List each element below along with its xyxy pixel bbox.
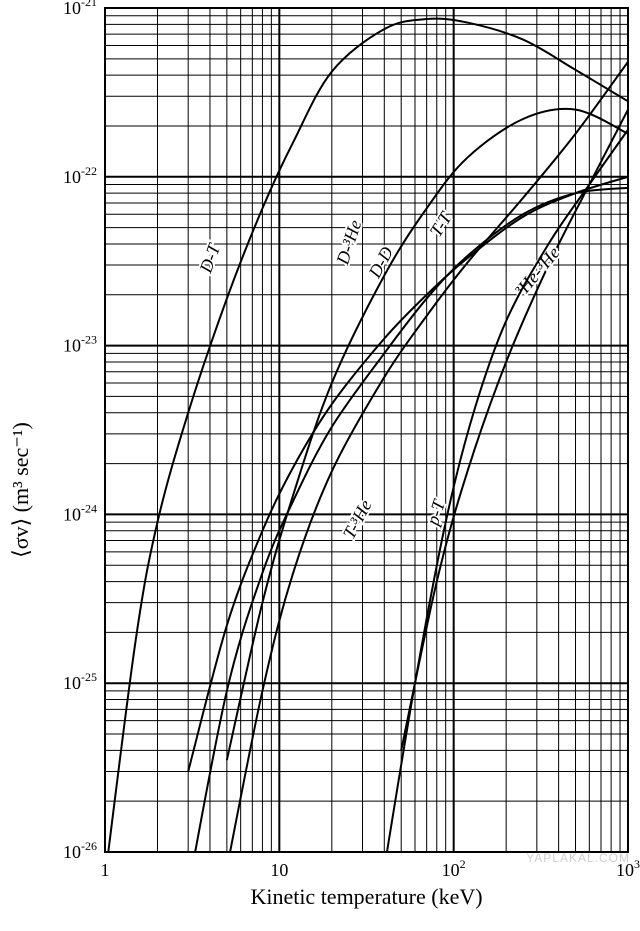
x-tick-label: 10	[270, 860, 288, 880]
x-tick-label: 1	[101, 860, 110, 880]
y-axis-label: ⟨σv⟩ (m³ sec⁻¹)	[8, 422, 33, 558]
x-axis-label: Kinetic temperature (keV)	[250, 884, 482, 909]
watermark: YAPLAKAL.COM	[526, 851, 630, 865]
chart-container: D-TD-³HeD-DT-T³He-³HeT-³Hep-T11010210310…	[0, 0, 640, 931]
fusion-reactivity-chart: D-TD-³HeD-DT-T³He-³HeT-³Hep-T11010210310…	[0, 0, 640, 931]
